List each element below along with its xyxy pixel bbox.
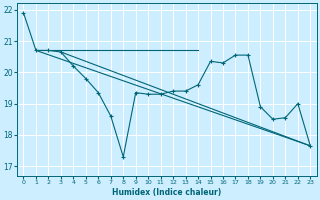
X-axis label: Humidex (Indice chaleur): Humidex (Indice chaleur) — [112, 188, 221, 197]
